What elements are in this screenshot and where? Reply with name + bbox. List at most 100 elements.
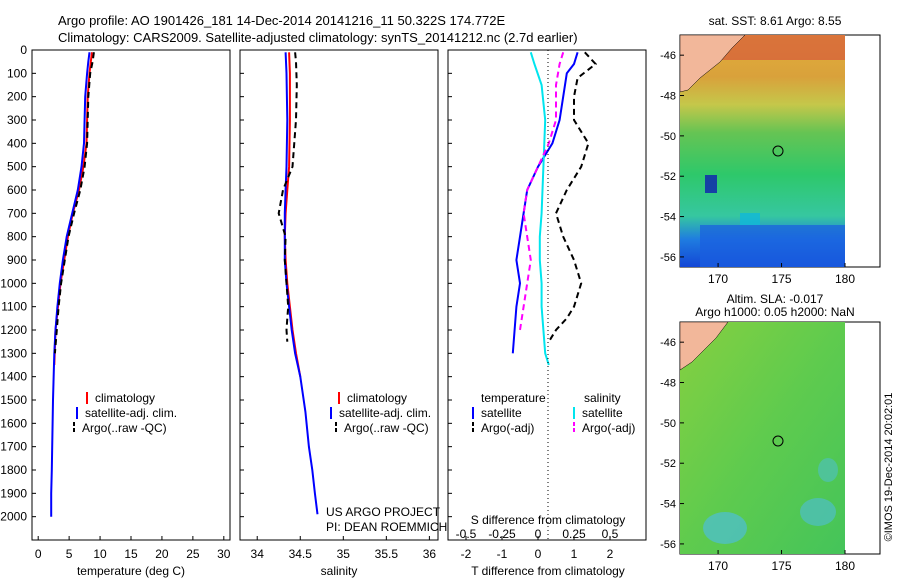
- depth-tick-label: 600: [7, 183, 27, 197]
- project-credit: US ARGO PROJECT: [326, 505, 441, 519]
- sst-map: [679, 34, 881, 268]
- legend-label-s-satellite: satellite: [582, 406, 623, 420]
- series-line-salinity-argo-adj: [519, 52, 565, 331]
- lat-tick-label: -52: [660, 458, 676, 470]
- x-tick-label: 20: [155, 547, 169, 561]
- legend-label-argo: Argo(..raw -QC): [344, 421, 429, 435]
- salinity-plot: 34 34.5 35 35.5 36: [251, 52, 437, 561]
- lat-tick-label: -52: [660, 171, 676, 183]
- map-axes: -46 -48 -50 -52 -54 -56 170 175 180 -46 -48 -50 -52 -…: [660, 50, 855, 573]
- legend-label-argo: Argo(..raw -QC): [82, 421, 167, 435]
- s-difference-tick-label: 0.25: [562, 527, 586, 541]
- sla-low-patch: [800, 498, 836, 526]
- x-tick-label: 1: [571, 547, 578, 561]
- lat-tick-label: -54: [660, 499, 676, 511]
- depth-tick-label: 900: [7, 253, 27, 267]
- series-line-salinity-satellite: [529, 52, 550, 366]
- temperature-plot: 0 5 10 15 20 25 30: [35, 52, 231, 561]
- x-tick-label: 2: [607, 547, 614, 561]
- x-tick-label: 35: [337, 547, 351, 561]
- sst-cold-region: [700, 225, 845, 267]
- x-tick-label: 15: [124, 547, 138, 561]
- lat-tick-label: -46: [660, 50, 676, 62]
- x-tick-label: 35.5: [375, 547, 399, 561]
- x-tick-label: 10: [93, 547, 107, 561]
- depth-tick-label: 500: [7, 160, 27, 174]
- temperature-legend: climatology satellite-adj. clim. Argo(..…: [73, 391, 177, 435]
- depth-tick-label: 100: [7, 66, 27, 80]
- depth-tick-label: 0: [20, 43, 27, 57]
- x-tick-label: 5: [66, 547, 73, 561]
- series-line-satellite-adj-clim: [283, 52, 319, 515]
- depth-tick-label: 1200: [0, 323, 27, 337]
- figure-title-line-2: Climatology: CARS2009. Satellite-adjuste…: [58, 30, 578, 45]
- x-tick-label: 34.5: [289, 547, 313, 561]
- lat-tick-label: -46: [660, 337, 676, 349]
- depth-tick-label: 1000: [0, 276, 27, 290]
- x-tick-label: 30: [217, 547, 231, 561]
- legend-title-temperature: temperature: [481, 391, 546, 405]
- lon-tick-label: 175: [772, 272, 792, 286]
- t-difference-axis-label: T difference from climatology: [471, 564, 625, 578]
- sla-low-patch: [818, 458, 838, 482]
- series-line-argo-raw-qc: [53, 52, 95, 354]
- sst-cool-patch: [740, 213, 760, 225]
- depth-tick-label: 1500: [0, 393, 27, 407]
- profile-location-marker: [772, 145, 784, 157]
- temperature-axis-label: temperature (deg C): [77, 564, 185, 578]
- s-difference-tick-label: 0: [535, 527, 542, 541]
- x-tick-label: 34: [251, 547, 265, 561]
- sla-map: [679, 321, 881, 555]
- lon-tick-label: 170: [708, 559, 728, 573]
- lat-tick-label: -54: [660, 212, 676, 224]
- x-tick-label: 0: [35, 547, 42, 561]
- lon-tick-label: 175: [772, 559, 792, 573]
- lon-tick-label: 180: [835, 559, 855, 573]
- depth-tick-label: 1300: [0, 346, 27, 360]
- legend-label-satellite: satellite-adj. clim.: [85, 406, 177, 420]
- legend-label-climatology: climatology: [347, 391, 407, 405]
- x-tick-label: -1: [497, 547, 508, 561]
- s-difference-axis-label: S difference from climatology: [471, 513, 626, 527]
- legend-title-salinity: salinity: [584, 391, 621, 405]
- sst-land: [679, 34, 746, 93]
- lat-tick-label: -50: [660, 131, 676, 143]
- depth-axis: 0 100 200 300 400 500 600 700 800 900 1000 1100 1200…: [0, 43, 452, 524]
- depth-tick-label: 2000: [0, 510, 27, 524]
- lon-tick-label: 170: [708, 272, 728, 286]
- depth-tick-label: 1400: [0, 370, 27, 384]
- x-tick-label: 36: [423, 547, 437, 561]
- legend-label-satellite: satellite-adj. clim.: [339, 406, 431, 420]
- lat-tick-label: -56: [660, 539, 676, 551]
- sla-low-patch: [703, 512, 747, 544]
- depth-tick-label: 800: [7, 230, 27, 244]
- lat-tick-label: -48: [660, 91, 676, 103]
- sst-cold-patch: [705, 175, 717, 193]
- depth-tick-label: 1800: [0, 463, 27, 477]
- pi-credit: PI: DEAN ROEMMICH: [326, 520, 447, 534]
- series-line-temperature-argo-adj: [547, 51, 598, 343]
- depth-tick-label: 400: [7, 136, 27, 150]
- lon-tick-label: 180: [835, 272, 855, 286]
- x-tick-label: 25: [186, 547, 200, 561]
- salinity-panel-frame: [239, 49, 439, 541]
- s-difference-tick-label: 0.5: [602, 527, 619, 541]
- difference-legend: temperature salinity satellite Argo(-adj…: [472, 391, 635, 435]
- sla-land: [679, 321, 729, 371]
- s-difference-tick-label: -0.5: [456, 527, 477, 541]
- difference-plot: -2 -1 0 1 2 -0.5 -0.25 0 0.25 0.5: [456, 51, 619, 561]
- difference-panel-frame: [447, 49, 647, 541]
- x-tick-label: 0: [535, 547, 542, 561]
- legend-label-s-argo: Argo(-adj): [582, 421, 635, 435]
- x-tick-label: -2: [461, 547, 472, 561]
- series-line-satellite-adj-clim: [50, 52, 91, 517]
- lat-tick-label: -50: [660, 418, 676, 430]
- lat-tick-label: -48: [660, 378, 676, 390]
- salinity-legend: climatology satellite-adj. clim. Argo(..…: [330, 391, 431, 435]
- legend-label-climatology: climatology: [95, 391, 155, 405]
- s-difference-tick-label: -0.25: [488, 527, 516, 541]
- depth-tick-label: 1900: [0, 486, 27, 500]
- legend-label-t-argo: Argo(-adj): [481, 421, 534, 435]
- depth-tick-label: 1600: [0, 416, 27, 430]
